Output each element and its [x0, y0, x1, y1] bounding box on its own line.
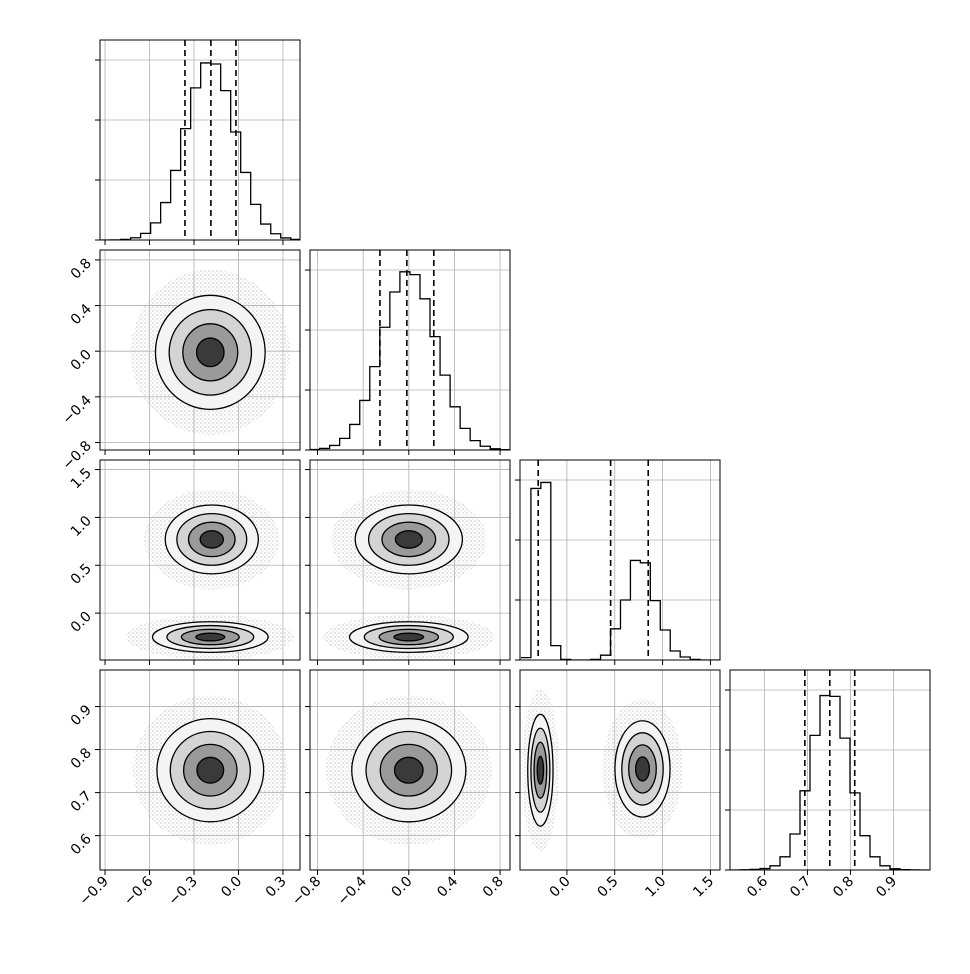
y-tick-label: 0.8	[68, 745, 95, 772]
panel-area	[310, 460, 510, 660]
panel-frame	[99, 39, 301, 241]
panel-frame	[519, 669, 721, 871]
contour	[634, 756, 651, 782]
panel: 0.00.51.01.5	[68, 459, 301, 665]
panel-frame	[99, 669, 301, 871]
panel-area	[520, 670, 720, 870]
x-tick-label: 1.0	[642, 874, 669, 901]
panel-area	[310, 250, 510, 450]
x-tick-label: 1.5	[690, 874, 717, 901]
panel-area	[310, 670, 510, 870]
x-tick-label: −0.8	[289, 874, 324, 909]
panel-frame	[99, 459, 301, 661]
x-tick-label: 0.0	[218, 874, 245, 901]
y-tick-label: 0.5	[68, 561, 95, 588]
panel	[515, 459, 721, 665]
panel: −0.8 −0.4 0.0 0.4 0.8	[59, 249, 301, 473]
panel-area	[100, 670, 300, 870]
panel: 0.0 0.5 1.0 1.5	[515, 669, 721, 901]
contour	[199, 530, 225, 549]
panel: 0.6 0.7 0.8 0.9	[725, 669, 931, 901]
contour	[196, 756, 225, 784]
y-tick-label: 0.0	[68, 347, 95, 374]
panel-frame	[309, 249, 511, 451]
panel-area	[520, 460, 720, 660]
panel-frame	[309, 459, 511, 661]
panel: −0.8 −0.4 0.0 0.4 0.8	[289, 669, 511, 909]
histogram	[520, 481, 720, 660]
y-tick-label: 0.8	[68, 255, 95, 282]
panel-frame	[519, 459, 721, 661]
panel	[95, 39, 301, 245]
x-tick-label: 0.0	[389, 874, 416, 901]
x-tick-label: 0.3	[263, 874, 290, 901]
panel-frame	[99, 249, 301, 451]
contour	[195, 337, 225, 368]
contour	[536, 755, 545, 785]
y-tick-label: −0.4	[59, 392, 94, 427]
x-tick-label: 0.8	[480, 874, 507, 901]
x-tick-label: −0.6	[121, 873, 156, 908]
x-tick-label: 0.5	[595, 874, 622, 901]
panel-area	[730, 670, 930, 870]
x-tick-label: 0.8	[830, 874, 857, 901]
x-tick-label: 0.7	[787, 874, 814, 901]
y-tick-label: 0.9	[68, 702, 95, 729]
y-tick-label: 0.0	[68, 609, 95, 636]
panel: −0.9 −0.6 −0.3 0.0 0.3 0.6 0.7 0.8 0.9	[68, 669, 301, 909]
panel	[305, 249, 511, 455]
panel-frame	[309, 669, 511, 871]
y-tick-label: 0.4	[68, 301, 95, 328]
x-tick-label: 0.0	[547, 874, 574, 901]
y-tick-label: 1.0	[68, 513, 95, 540]
panel-area	[100, 40, 300, 240]
contour	[394, 530, 423, 549]
x-tick-label: −0.9	[77, 874, 112, 909]
y-tick-label: 0.7	[68, 788, 95, 815]
y-tick-label: −0.8	[59, 438, 94, 473]
histogram	[100, 62, 300, 240]
contour	[393, 632, 425, 642]
panel-frame	[729, 669, 931, 871]
contour	[393, 756, 424, 784]
panel	[305, 459, 511, 665]
x-tick-label: 0.4	[434, 873, 461, 900]
histogram	[310, 271, 510, 450]
contour	[195, 632, 226, 642]
panel-area	[100, 460, 300, 660]
x-tick-label: 0.6	[744, 873, 771, 900]
panel-area	[100, 250, 300, 450]
x-tick-label: 0.9	[873, 874, 900, 901]
x-tick-label: −0.3	[165, 874, 200, 909]
x-tick-label: −0.4	[335, 873, 370, 908]
y-tick-label: 0.6	[68, 831, 95, 858]
